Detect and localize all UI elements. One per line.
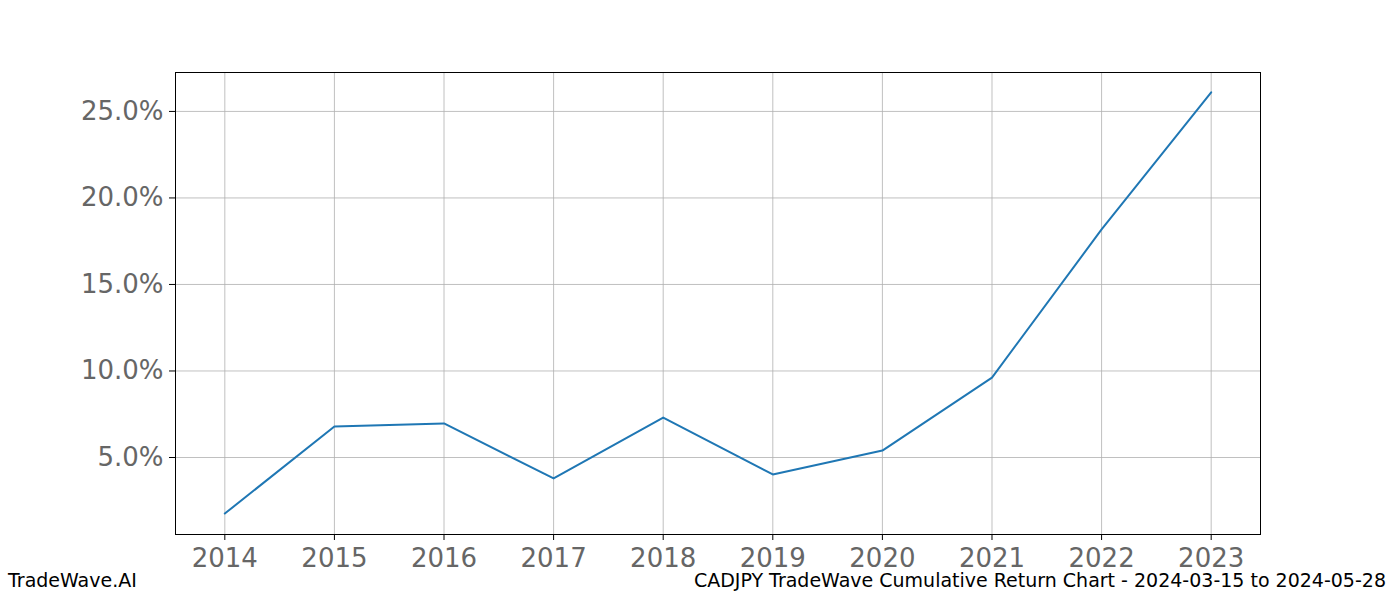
svg-text:2014: 2014	[192, 543, 258, 573]
svg-text:25.0%: 25.0%	[81, 96, 164, 126]
svg-text:15.0%: 15.0%	[81, 269, 164, 299]
svg-text:5.0%: 5.0%	[97, 442, 163, 472]
svg-text:2023: 2023	[1178, 543, 1244, 573]
svg-text:20.0%: 20.0%	[81, 182, 164, 212]
html-text:TradeWave.AI: TradeWave.AI	[8, 569, 137, 591]
svg-text:2017: 2017	[521, 543, 587, 573]
html-text:CADJPY TradeWave Cumulative Re: CADJPY TradeWave Cumulative Return Chart…	[693, 569, 1386, 591]
svg-text:2018: 2018	[630, 543, 696, 573]
svg-text:10.0%: 10.0%	[81, 355, 164, 385]
svg-text:2021: 2021	[959, 543, 1025, 573]
svg-text:2016: 2016	[411, 543, 477, 573]
svg-text:2022: 2022	[1068, 543, 1134, 573]
svg-text:2019: 2019	[740, 543, 806, 573]
svg-text:2020: 2020	[849, 543, 915, 573]
svg-text:2015: 2015	[301, 543, 367, 573]
